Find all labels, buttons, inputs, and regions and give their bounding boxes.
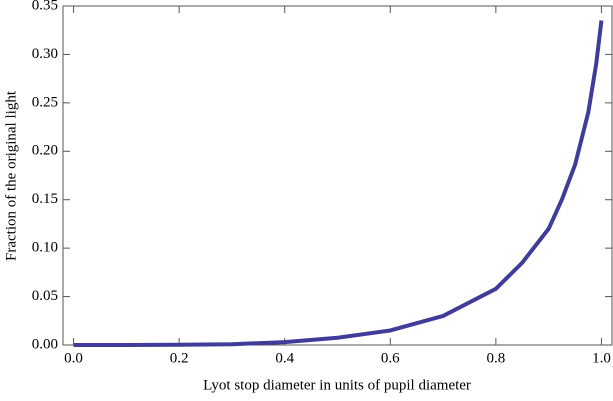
x-tick-label: 0.2 [170,350,189,366]
x-tick-label: 0.0 [64,350,83,366]
y-tick-label: 0.05 [32,288,58,304]
y-axis-label: Fraction of the original light [3,90,19,261]
x-tick-label: 0.6 [381,350,400,366]
y-tick-label: 0.30 [32,46,58,62]
y-tick-label: 0.25 [32,94,58,110]
x-tick-label: 0.8 [486,350,505,366]
plot-frame [62,5,613,346]
y-tick-label: 0.15 [32,191,58,207]
line-series [73,20,604,347]
x-tick-label: 0.4 [275,350,294,366]
y-tick-label: 0.10 [32,240,58,256]
y-tick-label: 0.00 [32,336,58,352]
y-tick-label: 0.20 [32,143,58,159]
y-tick-label: 0.35 [32,0,58,13]
x-axis-label: Lyot stop diameter in units of pupil dia… [203,377,471,393]
x-tick-label: 1.0 [592,350,611,366]
